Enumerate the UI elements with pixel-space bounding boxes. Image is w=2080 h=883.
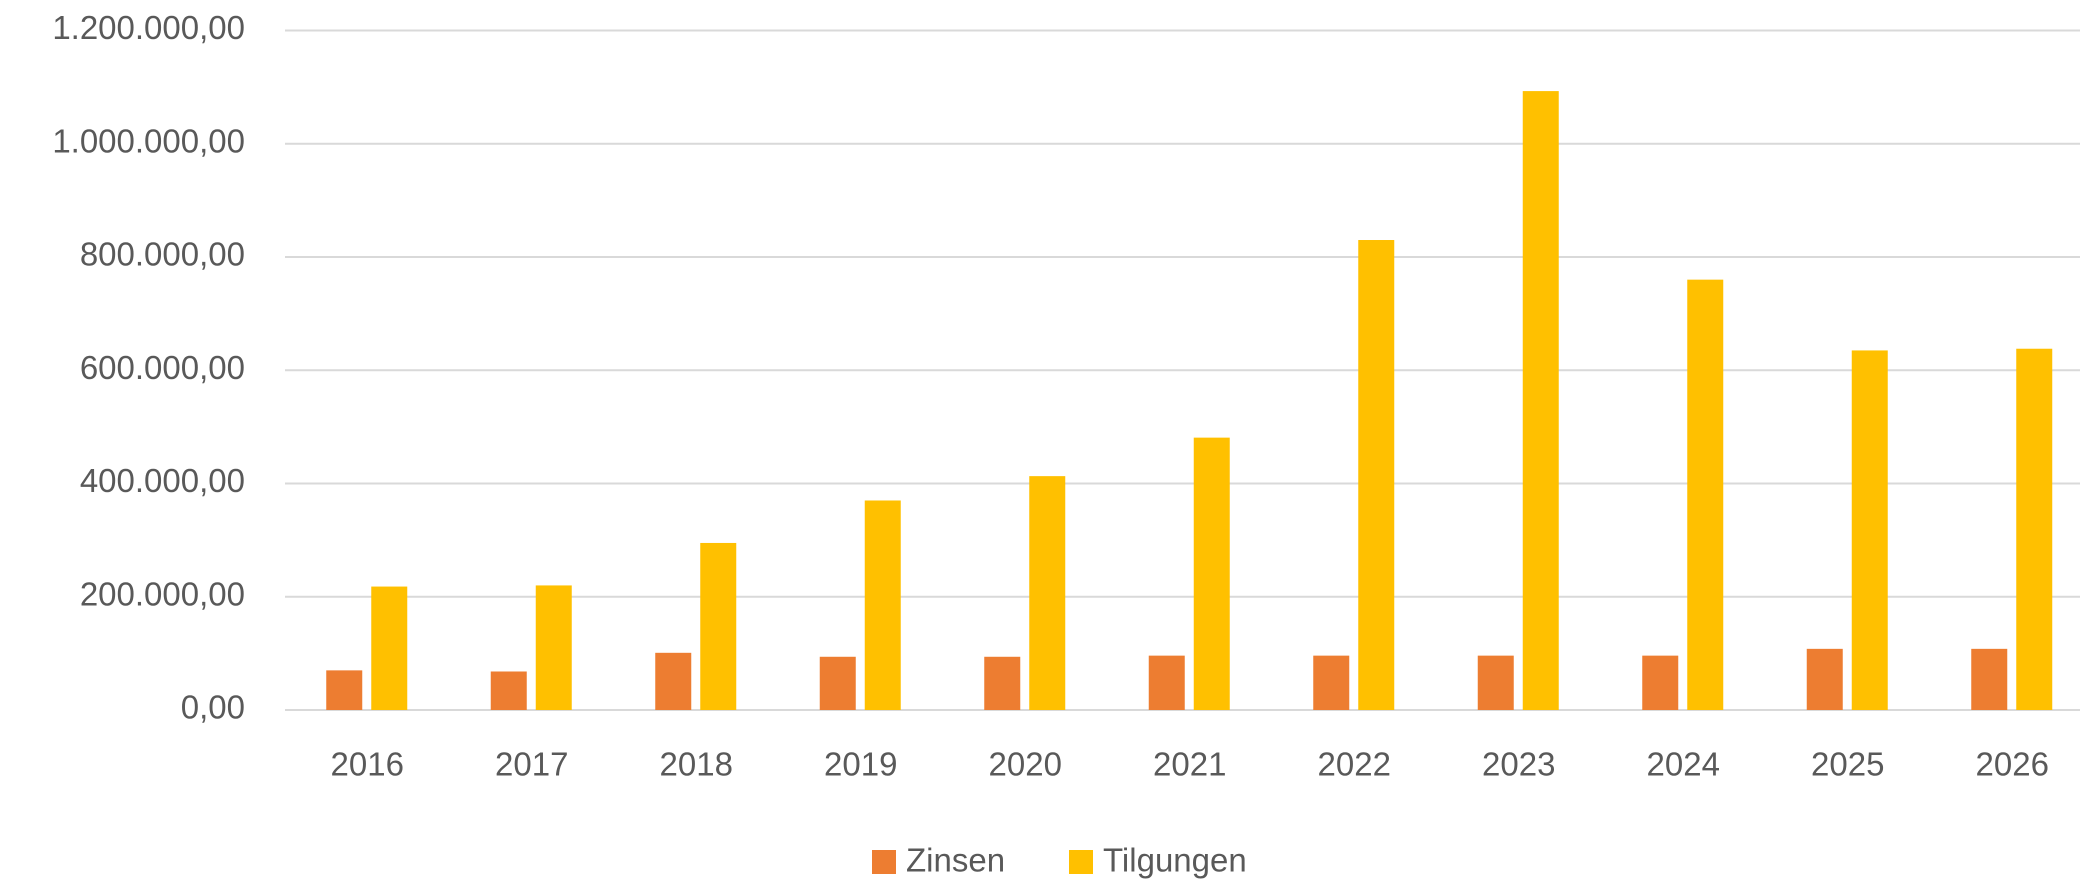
x-tick-label: 2023 [1482, 746, 1555, 783]
bar [1522, 91, 1559, 711]
legend-label: Tilgungen [1103, 842, 1247, 879]
bar [1806, 648, 1843, 710]
x-tick-label: 2022 [1318, 746, 1391, 783]
bar [1193, 437, 1230, 710]
x-tick-label: 2020 [989, 746, 1062, 783]
bar [490, 671, 527, 710]
bar [1313, 655, 1350, 710]
y-tick-label: 200.000,00 [80, 575, 245, 612]
bar [1477, 655, 1514, 710]
x-tick-label: 2025 [1811, 746, 1884, 783]
bar [1851, 350, 1888, 710]
bar [535, 585, 572, 710]
bar [326, 670, 363, 710]
x-tick-label: 2017 [495, 746, 568, 783]
y-tick-label: 600.000,00 [80, 349, 245, 386]
x-tick-label: 2024 [1647, 746, 1720, 783]
bar [1642, 655, 1679, 710]
legend-label: Zinsen [906, 842, 1005, 879]
y-tick-label: 1.200.000,00 [52, 9, 245, 46]
x-tick-label: 2018 [660, 746, 733, 783]
bar [1148, 655, 1185, 710]
y-tick-label: 400.000,00 [80, 462, 245, 499]
legend-swatch [872, 850, 896, 874]
bar [655, 652, 692, 710]
y-tick-label: 0,00 [181, 689, 245, 726]
bar [819, 656, 856, 710]
bar [2016, 348, 2053, 710]
bar [864, 500, 901, 710]
bar [1029, 476, 1066, 710]
y-tick-label: 800.000,00 [80, 236, 245, 273]
bar [371, 586, 408, 710]
y-tick-label: 1.000.000,00 [52, 122, 245, 159]
bar [1687, 279, 1724, 710]
x-tick-label: 2021 [1153, 746, 1226, 783]
bar [700, 542, 737, 710]
x-tick-label: 2019 [824, 746, 897, 783]
bar [1971, 648, 2008, 710]
bar [984, 656, 1021, 710]
x-tick-label: 2016 [331, 746, 404, 783]
x-tick-label: 2026 [1976, 746, 2049, 783]
legend-swatch [1069, 850, 1093, 874]
bar [1358, 240, 1395, 710]
